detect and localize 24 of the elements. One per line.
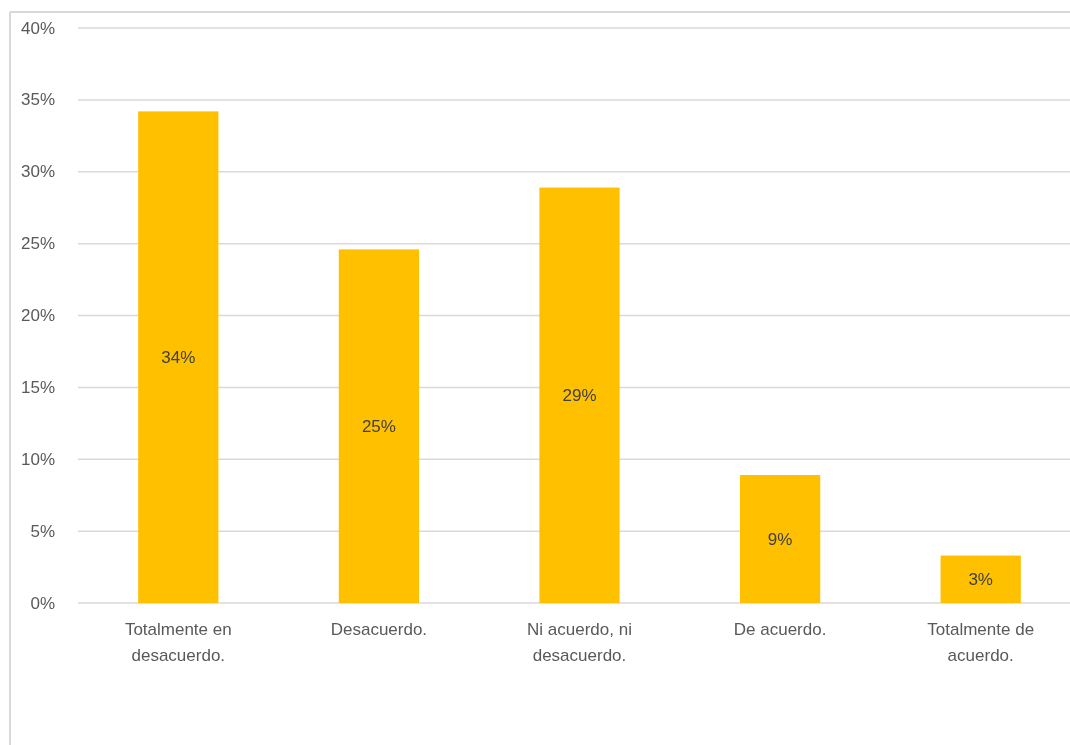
data-label: 25% — [361, 416, 396, 436]
data-label: 34% — [161, 347, 196, 367]
y-tick-label: 0% — [30, 593, 55, 613]
data-label: 3% — [968, 569, 993, 589]
x-tick-label: Totalmente en desacuerdo. — [124, 620, 232, 665]
y-tick-label: 25% — [20, 234, 55, 254]
data-label: 9% — [767, 529, 793, 549]
x-tick-label: Desacuerdo. — [330, 620, 428, 639]
y-tick-label: 20% — [20, 306, 55, 325]
x-tick-label: De acuerdo. — [733, 620, 827, 639]
y-tick-label: 40% — [20, 18, 55, 38]
x-tick-label: Ni acuerdo, ni desacuerdo. — [527, 620, 632, 665]
bar — [338, 249, 420, 603]
data-label: 29% — [562, 385, 597, 405]
bar — [739, 475, 821, 603]
bar — [940, 555, 1021, 603]
y-tick-label: 5% — [30, 521, 55, 541]
x-tick-label: Totalmente de acuerdo. — [927, 620, 1035, 665]
y-tick-label: 10% — [20, 449, 55, 469]
y-tick-label: 35% — [20, 90, 55, 110]
y-tick-label: 15% — [20, 377, 55, 397]
y-tick-label: 30% — [20, 162, 55, 182]
bar — [539, 187, 620, 603]
bar — [138, 111, 219, 603]
